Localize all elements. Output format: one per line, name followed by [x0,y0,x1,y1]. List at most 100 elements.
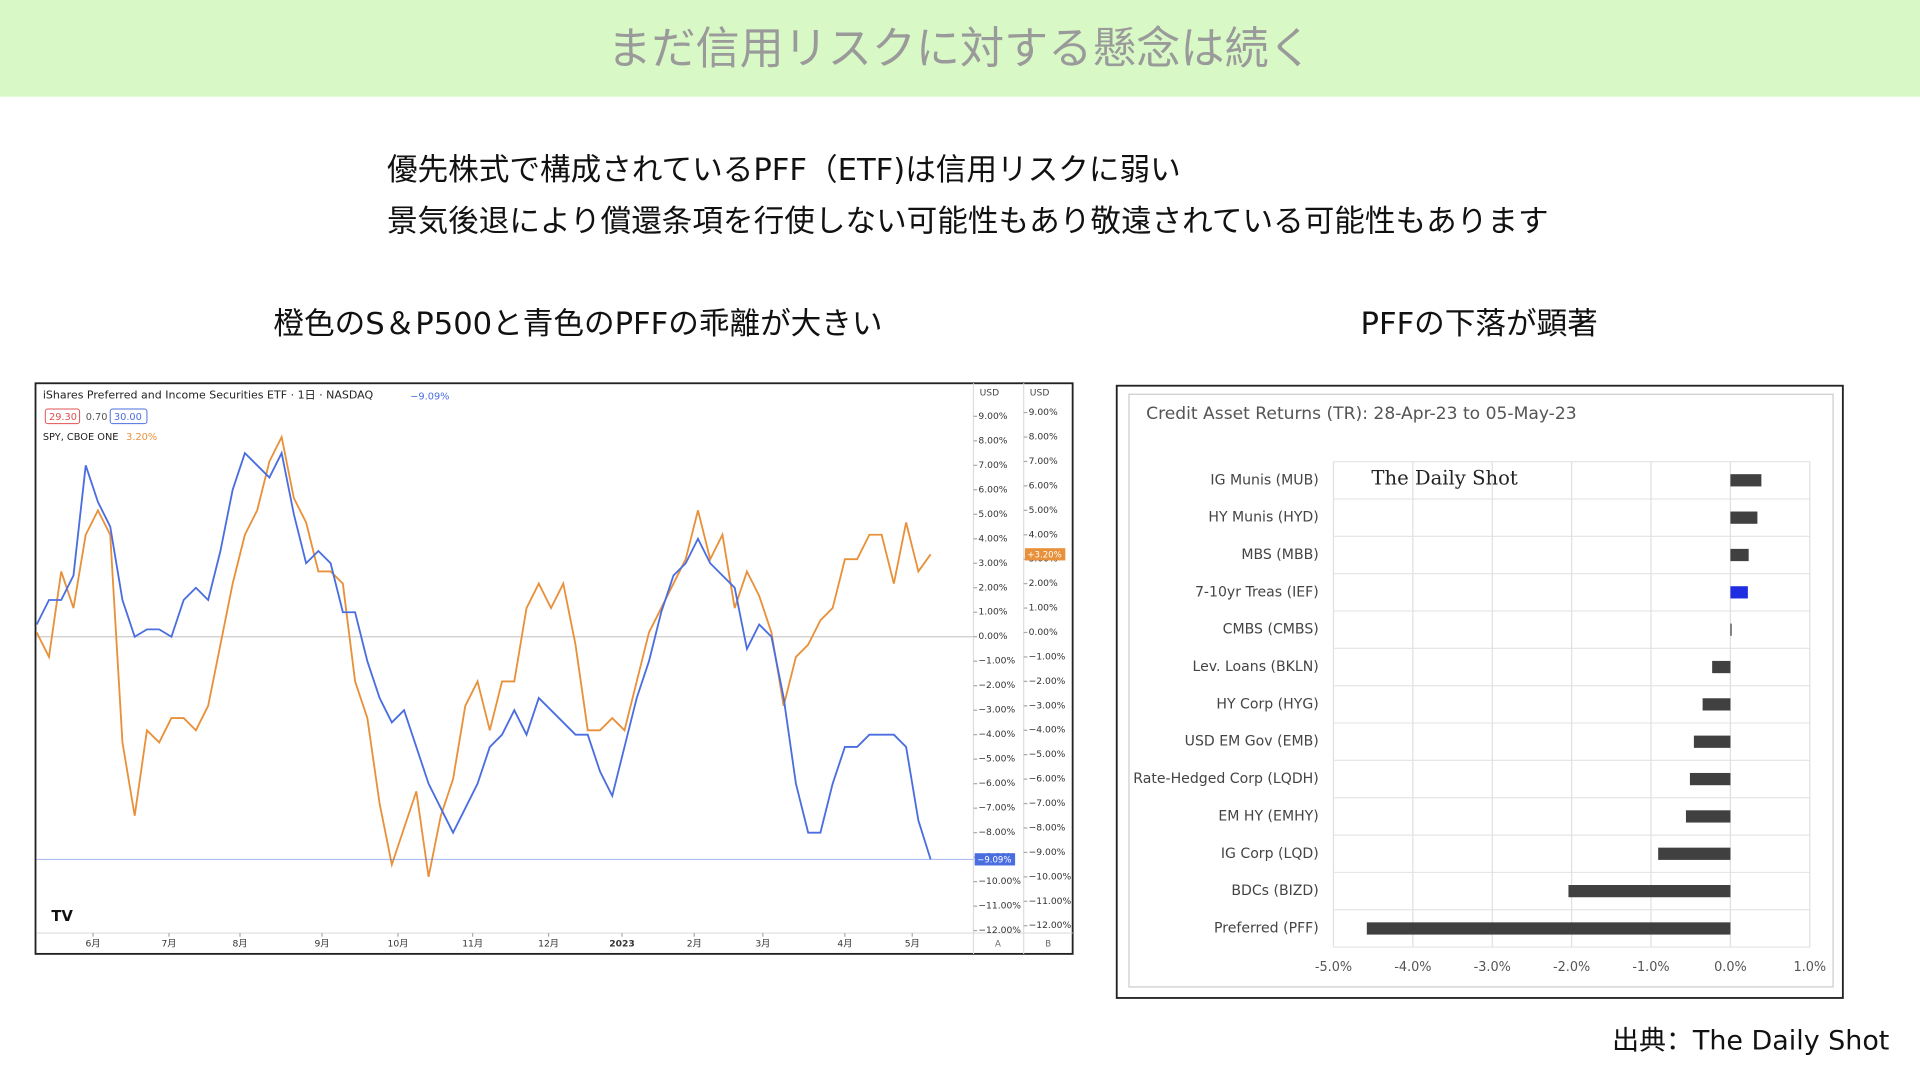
y2-tick-label: −11.00% [1029,896,1072,907]
series-line [35,450,932,860]
y-tick-label: −11.00% [978,901,1021,912]
category-label: Rate-Hedged Corp (LQDH) [1133,771,1319,787]
bullet: 優先株式で構成されているPFF（ETF)は信用リスクに弱い [387,153,1181,188]
bar [1689,772,1731,786]
y2-tick-label: −5.00% [1029,749,1066,760]
x-tick-label: 2023 [609,939,635,950]
left-chart-frame [34,382,1074,955]
last-value-label: +3.20% [1027,550,1061,560]
x-tick-label: -5.0% [1315,960,1352,975]
category-label: USD EM Gov (EMB) [1185,734,1319,750]
y-tick-label: 0.00% [978,631,1007,642]
price-box [109,408,148,425]
category-label: Lev. Loans (BKLN) [1193,659,1319,675]
category-label: EM HY (EMHY) [1218,808,1318,824]
y2-tick-label: 2.00% [1029,578,1058,589]
bar [1730,623,1732,636]
y-tick-label: −6.00% [978,778,1015,789]
y-tick-label: −3.00% [978,705,1015,716]
x-tick-label: 10月 [388,939,409,950]
y-tick-label: 6.00% [978,484,1007,495]
legend-value: 3.20% [126,432,157,443]
x-tick-label: -1.0% [1632,960,1669,975]
y-tick-label: −4.00% [978,729,1015,740]
watermark: The Daily Shot [1371,466,1517,489]
y-tick-label: 3.00% [978,558,1007,569]
x-tick-label: 8月 [232,939,247,950]
last-value-box [1024,548,1066,561]
bar [1685,810,1731,823]
axis-name: A [995,940,1001,950]
x-tick-label: 2月 [687,939,702,950]
y2-tick-label: −1.00% [1029,651,1066,662]
y-tick-label: −12.00% [978,925,1021,936]
x-tick-label: 3月 [755,939,770,950]
y2-tick-label: −8.00% [1029,822,1066,833]
y2-tick-label: −12.00% [1029,920,1072,931]
category-label: 7-10yr Treas (IEF) [1195,584,1319,600]
y2-tick-label: −4.00% [1029,725,1066,736]
y2-tick-label: −6.00% [1029,774,1066,785]
source: 出典：The Daily Shot [1612,1026,1889,1057]
category-label: CMBS (CMBS) [1223,622,1319,638]
y-tick-label: 1.00% [978,607,1007,618]
y2-tick-label: −3.00% [1029,700,1066,711]
price-label: 30.00 [114,412,142,423]
y2-tick-label: −7.00% [1029,798,1066,809]
last-value-label: −9.09% [977,855,1011,865]
y-tick-label: 4.00% [978,533,1007,544]
axis-unit: USD [980,388,1000,399]
price-label: 29.30 [49,412,77,423]
x-tick-label: -2.0% [1553,960,1590,975]
legend-entry: SPY, CBOE ONE [43,432,119,443]
category-label: IG Munis (MUB) [1210,472,1318,488]
y2-tick-label: −2.00% [1029,676,1066,687]
chart-title: iShares Preferred and Income Securities … [43,389,374,402]
x-tick-label: 12月 [538,939,559,950]
category-label: MBS (MBB) [1241,547,1318,563]
y-tick-label: −5.00% [978,754,1015,765]
change-label: −9.09% [410,392,449,403]
y-tick-label: −2.00% [978,680,1015,691]
y2-tick-label: 9.00% [1029,407,1058,418]
chart-title: Credit Asset Returns (TR): 28-Apr-23 to … [1146,404,1577,424]
y2-tick-label: 6.00% [1029,480,1058,491]
last-value-box [974,853,1016,866]
slide-title: まだ信用リスクに対する懸念は続く [607,23,1312,74]
price-box [44,408,81,425]
x-tick-label: 5月 [905,939,920,950]
caption: 橙色のS＆P500と青色のPFFの乖離が大きい [273,307,882,342]
x-tick-label: 6月 [86,939,101,950]
x-tick-label: 0.0% [1714,960,1747,975]
category-label: HY Munis (HYD) [1208,510,1318,526]
x-tick-label: 9月 [315,939,330,950]
y2-tick-label: 8.00% [1029,432,1058,443]
axis-unit: USD [1030,388,1050,399]
logo: TV [51,908,73,925]
caption: PFFの下落が顕著 [1361,307,1598,342]
bar [1702,698,1731,711]
y2-tick-label: 4.00% [1029,529,1058,540]
bar [1730,586,1748,599]
x-tick-label: 7月 [161,939,176,950]
axis-name: B [1045,940,1051,950]
y-tick-label: −10.00% [978,876,1021,887]
category-label: BDCs (BIZD) [1231,883,1318,899]
category-label: IG Corp (LQD) [1221,846,1319,862]
category-label: Preferred (PFF) [1214,920,1319,936]
bullet: 景気後退により償還条項を行使しない可能性もあり敬遠されている可能性もあります [387,204,1549,239]
title-band [0,0,1920,97]
y-tick-label: 9.00% [978,411,1007,422]
y2-tick-label: 5.00% [1029,505,1058,516]
price-label: 0.70 [86,412,108,423]
y-tick-label: 2.00% [978,582,1007,593]
x-tick-label: -3.0% [1474,960,1511,975]
y-tick-label: 7.00% [978,460,1007,471]
bar [1568,885,1731,898]
x-tick-label: 4月 [837,939,852,950]
category-label: HY Corp (HYG) [1216,696,1318,712]
y-tick-label: −8.00% [978,827,1015,838]
bar [1658,847,1731,860]
